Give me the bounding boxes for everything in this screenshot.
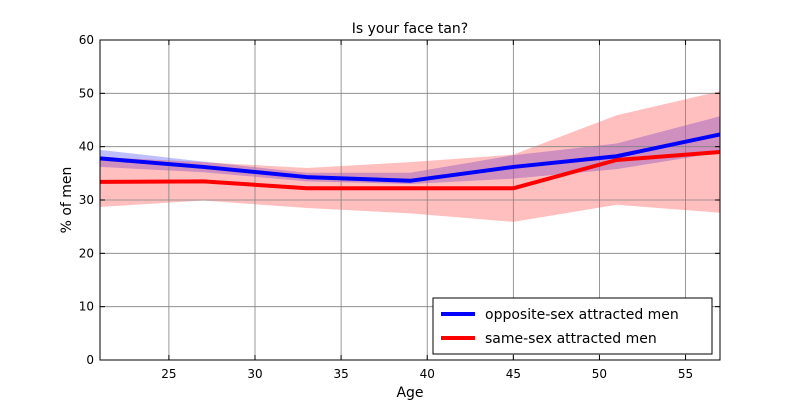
y-tick-label-6: 60: [79, 33, 94, 47]
y-tick-label-0: 0: [86, 353, 94, 367]
axis-ticks: 25 30 35 40 45 50 55 0 10 20 30 40 50 60: [79, 33, 720, 381]
x-tick-label-2: 35: [333, 367, 348, 381]
x-tick-label-3: 40: [420, 367, 435, 381]
confidence-band-0: [100, 116, 720, 184]
y-tick-label-2: 20: [79, 246, 94, 260]
chart-title: Is your face tan?: [352, 21, 468, 37]
legend-box: [432, 297, 713, 355]
y-tick-label-4: 40: [79, 140, 94, 154]
confidence-band-1: [100, 91, 720, 222]
legend-label-1: same-sex attracted men: [485, 331, 657, 347]
x-tick-label-6: 55: [678, 367, 693, 381]
y-tick-label-1: 10: [79, 300, 94, 314]
legend: opposite-sex attracted men same-sex attra…: [432, 297, 713, 355]
legend-label-0: opposite-sex attracted men: [485, 307, 679, 323]
y-tick-label-5: 50: [79, 86, 94, 100]
confidence-bands: [100, 91, 720, 222]
y-tick-label-3: 30: [79, 193, 94, 207]
series-lines: [99, 132, 721, 191]
series-line-0: [99, 132, 721, 183]
x-tick-label-1: 30: [247, 367, 262, 381]
x-tick-label-0: 25: [161, 367, 176, 381]
x-axis-title: Age: [396, 385, 423, 400]
y-axis-title: % of men: [59, 167, 75, 234]
series-line-1: [99, 150, 721, 191]
x-tick-label-4: 45: [506, 367, 521, 381]
x-tick-label-5: 50: [592, 367, 607, 381]
